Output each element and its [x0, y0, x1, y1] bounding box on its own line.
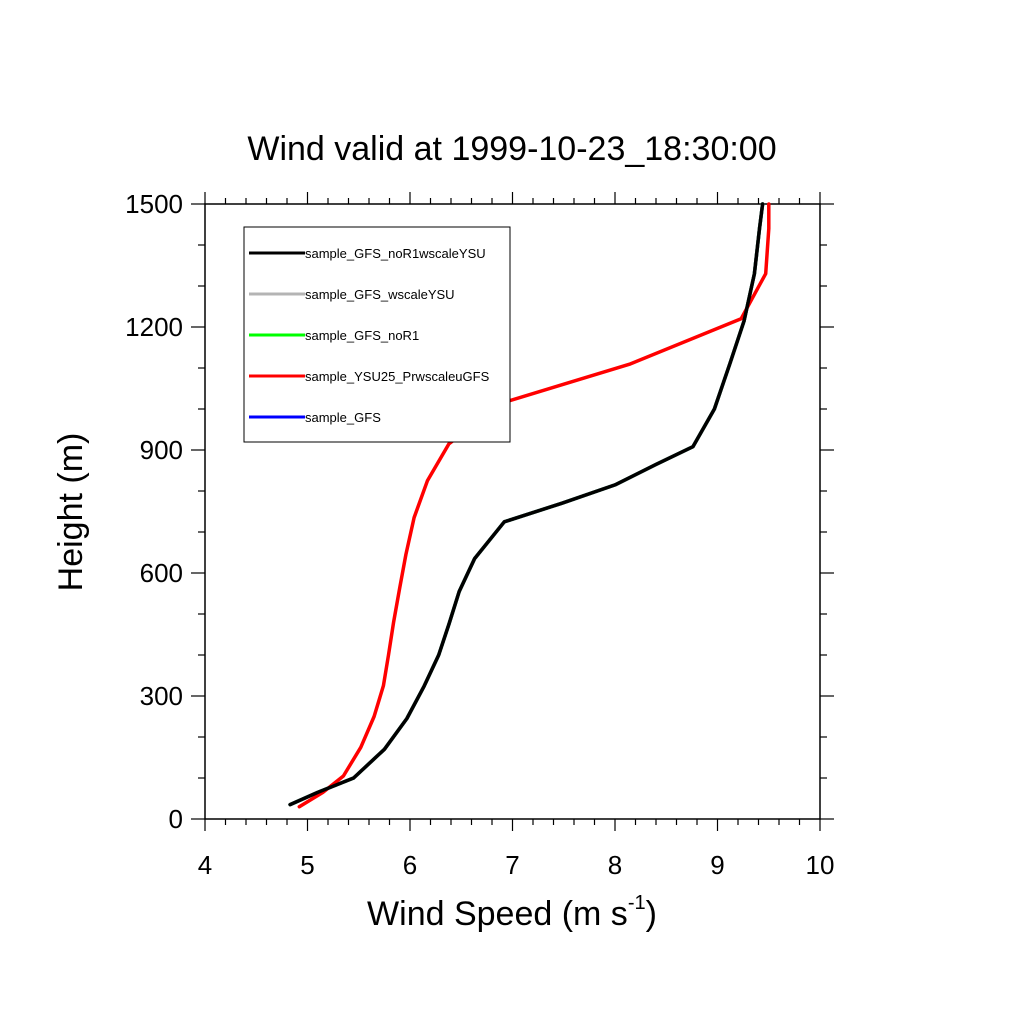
- series-lines: [288, 202, 771, 809]
- x-tick-label: 4: [198, 850, 212, 880]
- series-line-sample_GFS_noR1wscaleYSU: [288, 202, 765, 807]
- x-tick-label: 7: [505, 850, 519, 880]
- series-line-sample_YSU25_PrwscaleuGFS: [297, 202, 771, 809]
- y-tick-label: 1500: [125, 189, 183, 219]
- y-tick-label: 300: [140, 681, 183, 711]
- x-tick-label: 8: [608, 850, 622, 880]
- legend-label: sample_YSU25_PrwscaleuGFS: [305, 369, 490, 384]
- y-tick-labels: 0 300 600 900 1200 1500: [125, 189, 183, 834]
- y-axis-label: Height (m): [52, 433, 90, 592]
- chart-title: Wind valid at 1999-10-23_18:30:00: [247, 130, 776, 168]
- x-axis-label-superscript: -1: [628, 892, 646, 914]
- legend-label: sample_GFS_noR1: [305, 328, 419, 343]
- axis-ticks: [191, 192, 834, 831]
- legend-items: sample_GFS_noR1wscaleYSU sample_GFS_wscal…: [249, 246, 490, 425]
- x-axis-label-end: ): [646, 895, 657, 933]
- x-axis-label-main: Wind Speed (m s: [367, 895, 628, 933]
- y-tick-label: 1200: [125, 312, 183, 342]
- legend: sample_GFS_noR1wscaleYSU sample_GFS_wscal…: [243, 226, 511, 443]
- y-tick-label: 900: [140, 435, 183, 465]
- y-tick-label: 0: [169, 804, 183, 834]
- x-tick-label: 6: [403, 850, 417, 880]
- x-axis-label: Wind Speed (m s-1): [367, 892, 657, 933]
- x-tick-label: 10: [806, 850, 835, 880]
- x-tick-labels: 4 5 6 7 8 9 10: [198, 850, 835, 880]
- x-tick-label: 5: [300, 850, 314, 880]
- x-tick-label: 9: [710, 850, 724, 880]
- legend-label: sample_GFS: [305, 410, 381, 425]
- legend-label: sample_GFS_noR1wscaleYSU: [305, 246, 486, 261]
- legend-label: sample_GFS_wscaleYSU: [305, 287, 455, 302]
- y-tick-label: 600: [140, 558, 183, 588]
